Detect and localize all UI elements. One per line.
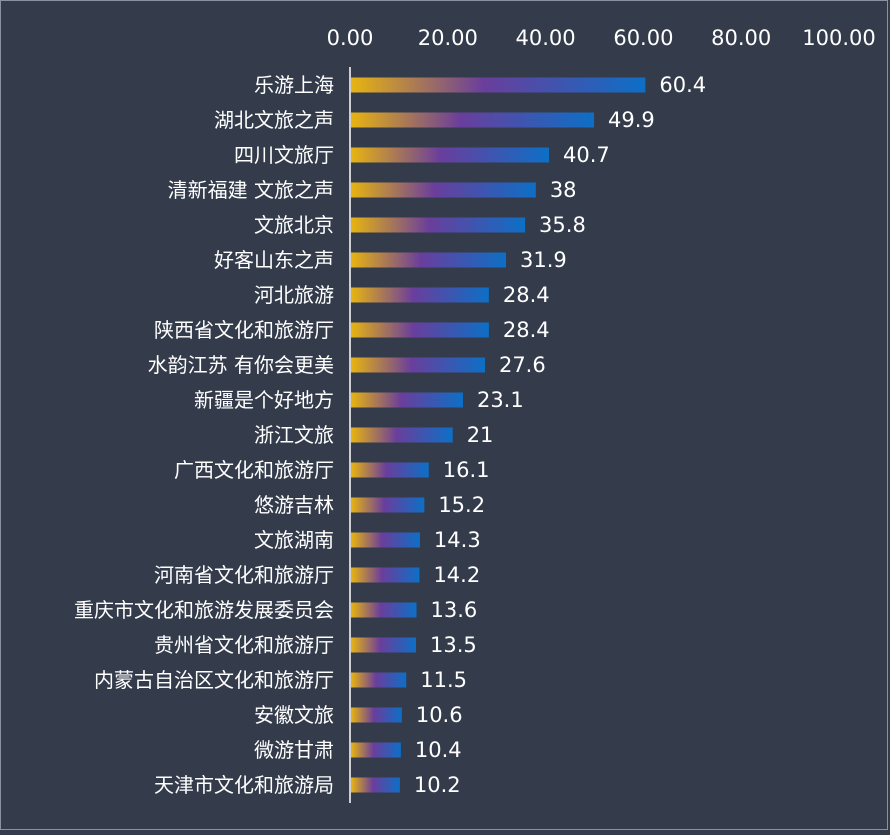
value-label: 16.1 xyxy=(443,458,490,482)
value-label: 60.4 xyxy=(659,73,706,97)
bar-row: 重庆市文化和旅游发展委员会 13.6 xyxy=(74,598,477,622)
bar-row: 乐游上海 60.4 xyxy=(254,73,706,97)
bar xyxy=(351,322,489,338)
bar xyxy=(351,77,646,93)
x-tick-label: 80.00 xyxy=(711,26,771,50)
category-label: 陕西省文化和旅游厅 xyxy=(154,318,334,342)
bar-row: 清新福建 文旅之声 38 xyxy=(168,178,577,202)
category-label: 新疆是个好地方 xyxy=(194,388,334,412)
value-label: 11.5 xyxy=(420,668,467,692)
category-label: 悠游吉林 xyxy=(254,493,334,517)
bar xyxy=(351,287,489,303)
category-label: 湖北文旅之声 xyxy=(214,108,334,132)
bar xyxy=(351,777,400,793)
bar-row: 天津市文化和旅游局 10.2 xyxy=(154,773,461,797)
category-label: 天津市文化和旅游局 xyxy=(154,773,334,797)
value-label: 13.5 xyxy=(430,633,477,657)
bar-row: 好客山东之声 31.9 xyxy=(214,248,567,272)
value-label: 31.9 xyxy=(520,248,567,272)
bar-row: 河北旅游 28.4 xyxy=(254,283,550,307)
bar xyxy=(351,182,536,198)
value-label: 10.2 xyxy=(414,773,461,797)
value-label: 23.1 xyxy=(477,388,524,412)
category-label: 河北旅游 xyxy=(254,283,334,307)
category-label: 河南省文化和旅游厅 xyxy=(154,563,334,587)
value-label: 49.9 xyxy=(608,108,655,132)
value-label: 14.2 xyxy=(433,563,480,587)
bar xyxy=(351,567,420,583)
bar-rows: 乐游上海 60.4 湖北文旅之声 49.9 四川文旅厅 40.7 清新福建 文旅之声 38 文旅… xyxy=(74,73,706,797)
bar-row: 浙江文旅 21 xyxy=(254,423,493,447)
category-label: 好客山东之声 xyxy=(214,248,334,272)
value-label: 15.2 xyxy=(438,493,485,517)
category-label: 文旅北京 xyxy=(254,213,334,237)
category-label: 安徽文旅 xyxy=(254,703,334,727)
bar xyxy=(351,252,506,268)
bar-row: 水韵江苏 有你会更美 27.6 xyxy=(148,353,546,377)
category-label: 重庆市文化和旅游发展委员会 xyxy=(74,598,334,622)
value-label: 14.3 xyxy=(434,528,481,552)
category-label: 清新福建 文旅之声 xyxy=(168,178,334,202)
bar-row: 湖北文旅之声 49.9 xyxy=(214,108,655,132)
bar xyxy=(351,602,417,618)
bar xyxy=(351,532,420,548)
bar-row: 内蒙古自治区文化和旅游厅 11.5 xyxy=(94,668,467,692)
value-label: 10.4 xyxy=(415,738,462,762)
value-label: 28.4 xyxy=(503,283,550,307)
bar-row: 微游甘肃 10.4 xyxy=(254,738,462,762)
bar-row: 广西文化和旅游厅 16.1 xyxy=(174,458,489,482)
x-tick-label: 40.00 xyxy=(516,26,576,50)
bar xyxy=(351,392,463,408)
bar-row: 文旅湖南 14.3 xyxy=(254,528,481,552)
category-label: 文旅湖南 xyxy=(254,528,334,552)
bar xyxy=(351,462,429,478)
bar-row: 文旅北京 35.8 xyxy=(254,213,586,237)
bar-row: 河南省文化和旅游厅 14.2 xyxy=(154,563,480,587)
bar xyxy=(351,357,485,373)
category-label: 乐游上海 xyxy=(254,73,334,97)
bar xyxy=(351,147,550,163)
category-label: 内蒙古自治区文化和旅游厅 xyxy=(94,668,334,692)
value-label: 40.7 xyxy=(563,143,610,167)
value-label: 10.6 xyxy=(416,703,463,727)
bar-row: 四川文旅厅 40.7 xyxy=(234,143,610,167)
bar-row: 安徽文旅 10.6 xyxy=(254,703,463,727)
category-label: 四川文旅厅 xyxy=(234,143,334,167)
x-tick-label: 100.00 xyxy=(802,26,875,50)
bar xyxy=(351,217,526,233)
value-label: 28.4 xyxy=(503,318,550,342)
bar xyxy=(351,112,595,128)
x-tick-label: 0.00 xyxy=(327,26,374,50)
value-label: 38 xyxy=(550,178,577,202)
value-label: 27.6 xyxy=(499,353,546,377)
category-label: 浙江文旅 xyxy=(254,423,334,447)
category-label: 广西文化和旅游厅 xyxy=(174,458,334,482)
bar-row: 新疆是个好地方 23.1 xyxy=(194,388,524,412)
bar xyxy=(351,427,453,443)
value-label: 13.6 xyxy=(431,598,478,622)
bar-row: 贵州省文化和旅游厅 13.5 xyxy=(154,633,477,657)
bar xyxy=(351,497,425,513)
bar-row: 悠游吉林 15.2 xyxy=(254,493,485,517)
bar xyxy=(351,742,401,758)
category-label: 微游甘肃 xyxy=(254,738,334,762)
value-label: 21 xyxy=(467,423,494,447)
x-axis-ticks: 0.00 20.00 40.00 60.00 80.00 100.00 xyxy=(327,26,876,50)
value-label: 35.8 xyxy=(539,213,586,237)
bar xyxy=(351,707,402,723)
bar-row: 陕西省文化和旅游厅 28.4 xyxy=(154,318,550,342)
category-label: 水韵江苏 有你会更美 xyxy=(148,353,334,377)
x-tick-label: 20.00 xyxy=(418,26,478,50)
x-tick-label: 60.00 xyxy=(613,26,673,50)
category-label: 贵州省文化和旅游厅 xyxy=(154,633,334,657)
bar xyxy=(351,637,417,653)
bar xyxy=(351,672,407,688)
